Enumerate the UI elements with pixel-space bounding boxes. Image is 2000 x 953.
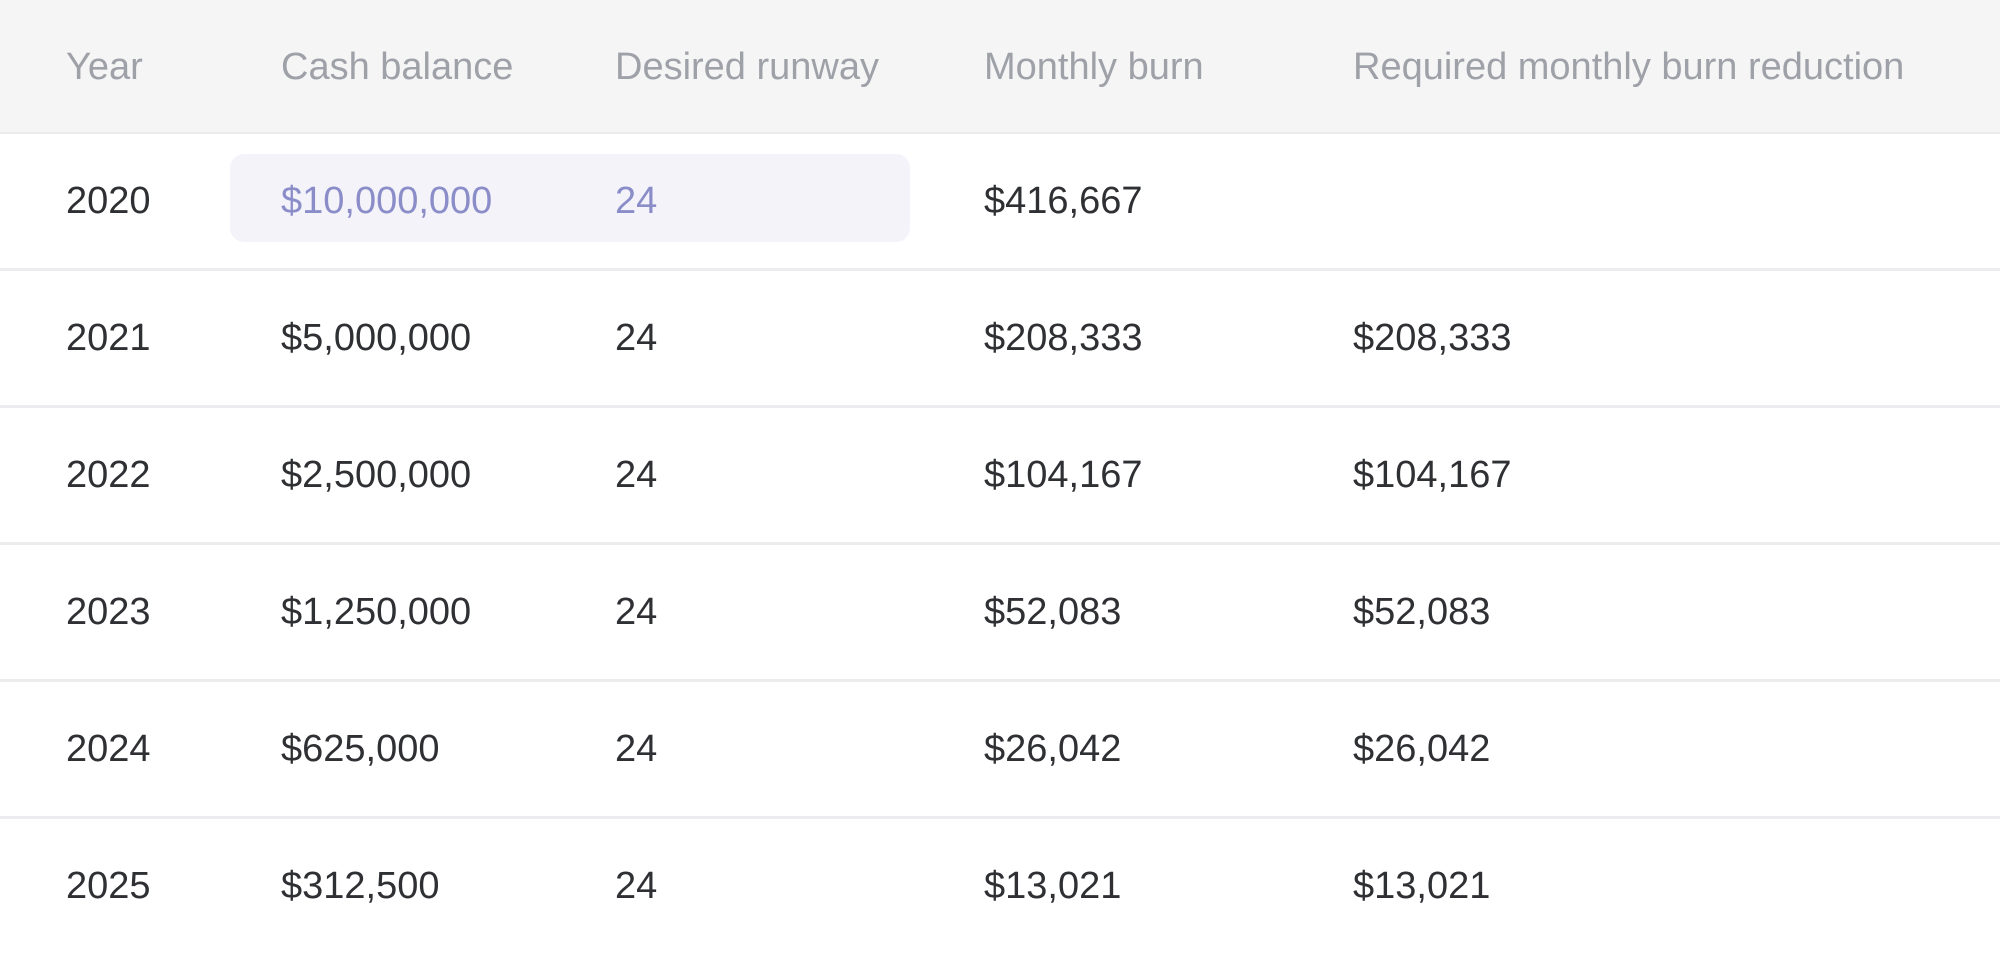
column-header-year: Year [66, 46, 143, 88]
table-row: 2025 $312,500 24 $13,021 $13,021 [0, 819, 2000, 953]
cash-balance-cell: $2,500,000 [281, 454, 472, 496]
table-header: Year Cash balance Desired runway Monthly… [0, 0, 2000, 134]
year-cell: 2021 [66, 317, 151, 359]
monthly-burn-cell: $26,042 [984, 728, 1122, 770]
table-row: 2020 $10,000,000 24 $416,667 [0, 134, 2000, 271]
desired-runway-cell: 24 [615, 591, 658, 633]
desired-runway-cell: 24 [615, 865, 658, 907]
required-reduction-cell: $52,083 [1353, 591, 1491, 633]
desired-runway-cell: 24 [615, 728, 658, 770]
cash-balance-cell: $625,000 [281, 728, 440, 770]
table-row: 2021 $5,000,000 24 $208,333 $208,333 [0, 271, 2000, 408]
table-row: 2022 $2,500,000 24 $104,167 $104,167 [0, 408, 2000, 545]
monthly-burn-cell: $104,167 [984, 454, 1143, 496]
column-header-required-reduction: Required monthly burn reduction [1353, 46, 1905, 88]
year-cell: 2022 [66, 454, 151, 496]
required-reduction-cell: $208,333 [1353, 317, 1512, 359]
required-reduction-cell: $104,167 [1353, 454, 1512, 496]
cash-balance-input[interactable]: $10,000,000 [281, 180, 493, 222]
required-reduction-cell: $13,021 [1353, 865, 1491, 907]
column-header-desired-runway: Desired runway [615, 46, 879, 88]
monthly-burn-cell: $416,667 [984, 180, 1143, 222]
year-cell: 2024 [66, 728, 151, 770]
year-cell: 2020 [66, 180, 151, 222]
desired-runway-cell: 24 [615, 454, 658, 496]
monthly-burn-cell: $208,333 [984, 317, 1143, 359]
monthly-burn-cell: $52,083 [984, 591, 1122, 633]
cash-balance-cell: $1,250,000 [281, 591, 472, 633]
cash-balance-cell: $5,000,000 [281, 317, 472, 359]
year-cell: 2023 [66, 591, 151, 633]
column-header-monthly-burn: Monthly burn [984, 46, 1204, 88]
column-header-cash-balance: Cash balance [281, 46, 514, 88]
year-cell: 2025 [66, 865, 151, 907]
table-row: 2024 $625,000 24 $26,042 $26,042 [0, 682, 2000, 819]
cash-balance-cell: $312,500 [281, 865, 440, 907]
monthly-burn-cell: $13,021 [984, 865, 1122, 907]
desired-runway-cell: 24 [615, 317, 658, 359]
input-cells-highlight [230, 154, 910, 242]
table-row: 2023 $1,250,000 24 $52,083 $52,083 [0, 545, 2000, 682]
desired-runway-input[interactable]: 24 [615, 180, 658, 222]
required-reduction-cell: $26,042 [1353, 728, 1491, 770]
